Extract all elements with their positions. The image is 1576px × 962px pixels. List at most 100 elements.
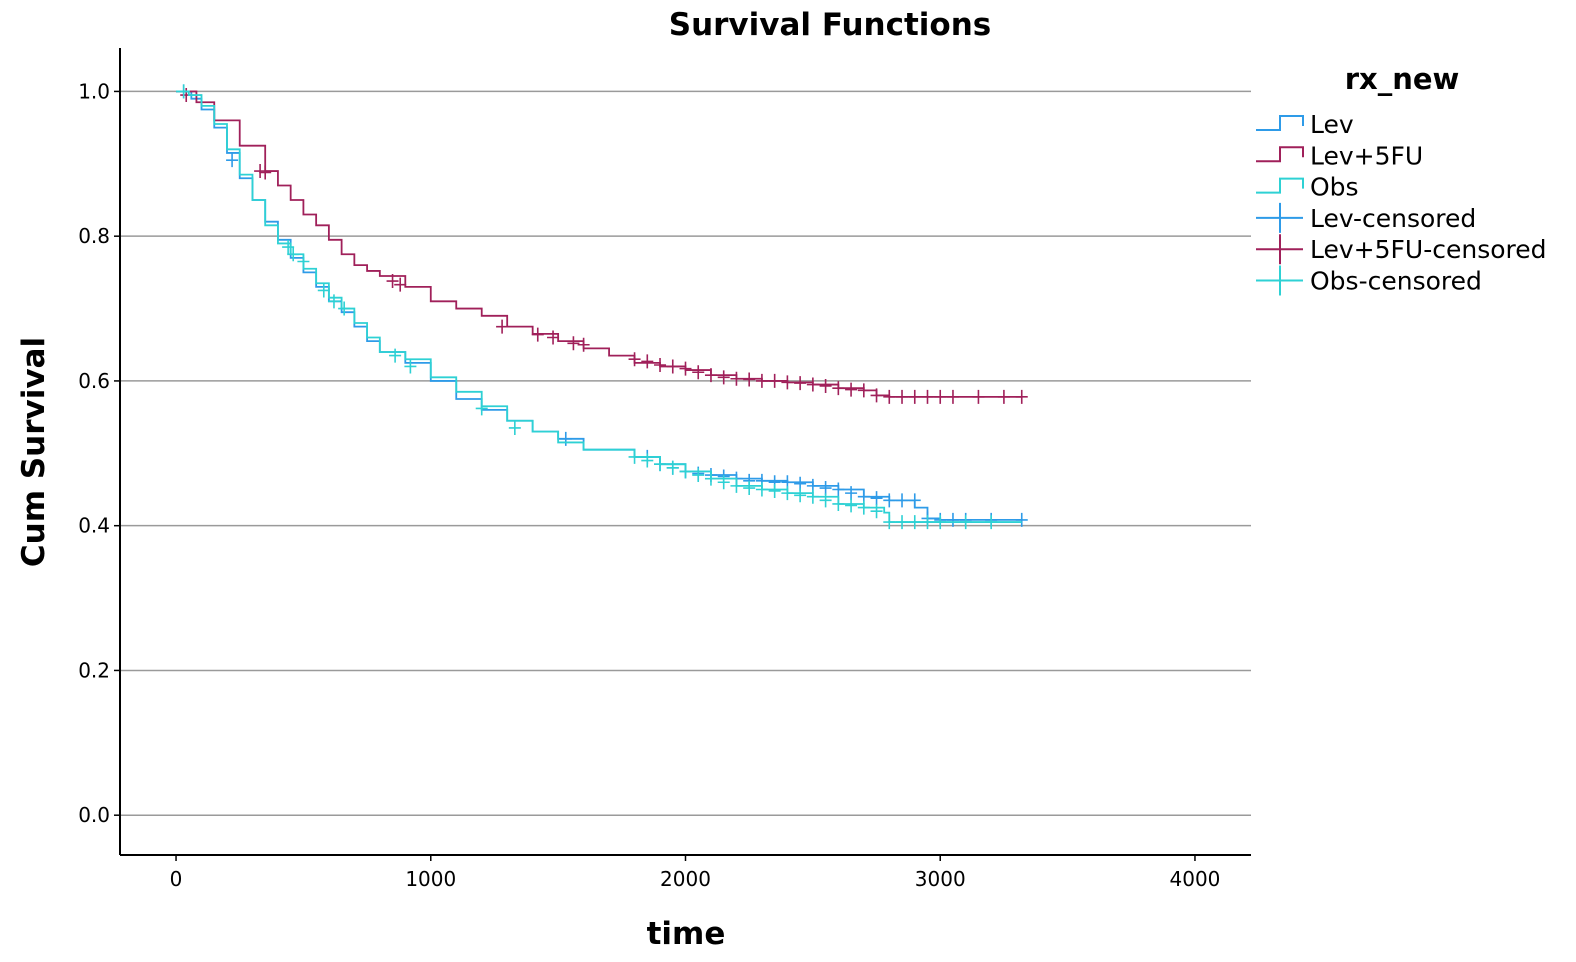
legend-label: Lev+5FU [1310,141,1423,170]
censor-mark [934,389,947,404]
censor-mark [883,389,896,404]
censor-mark [547,330,560,345]
y-ticks: 0.0 0.2 0.4 0.6 0.8 1.0 [78,79,120,827]
censor-mark [327,294,340,309]
censor-mark [781,486,794,501]
legend-cross-swatch [1256,202,1303,233]
censor-mark [641,453,654,468]
censor-mark [666,359,679,374]
censor-mark [845,382,858,397]
legend-label: Lev-censored [1310,204,1476,233]
censor-mark [654,358,667,373]
censor-mark [567,336,580,351]
censor-mark [654,457,667,472]
censor-mark [641,354,654,369]
censor-mark [794,376,807,391]
censor-mark [730,478,743,493]
censor-mark [577,337,590,352]
censor-mark [845,498,858,513]
censor-mark [819,378,832,393]
censor-mark [1015,389,1028,404]
censor-mark [896,389,909,404]
censor-mark [394,277,407,292]
censor-mark [768,483,781,498]
series-obs [176,84,1022,530]
censor-mark [717,475,730,490]
censor-mark [628,449,641,464]
series-layer [176,84,1028,530]
censor-mark [768,373,781,388]
censor-mark [475,401,488,416]
censor-mark [946,389,959,404]
x-tick-label: 0 [170,867,183,891]
censor-mark [870,491,883,506]
censor-mark [531,327,544,342]
censor-mark [997,389,1010,404]
legend-entry: Obs [1256,173,1359,202]
censor-mark [287,247,300,262]
censor-mark [1015,512,1028,527]
censor-mark [857,383,870,398]
censor-mark [692,468,705,483]
y-tick-label: 0.0 [78,803,110,827]
legend-title: rx_new [1345,62,1460,96]
censor-mark [226,153,239,168]
censor-mark [317,283,330,298]
gridlines [120,90,1251,816]
censor-mark [666,460,679,475]
censor-mark [832,482,845,497]
censor-mark [692,365,705,380]
censor-mark [404,359,417,374]
censor-mark [896,493,909,508]
legend-cross-swatch [1256,265,1303,296]
legend-entry: Lev+5FU [1256,141,1423,170]
censor-mark [883,515,896,530]
censor-mark [177,84,190,99]
legend-line-swatch [1256,115,1304,131]
censor-mark [908,389,921,404]
x-tick-label: 2000 [660,867,711,891]
censor-mark [704,368,717,383]
censor-mark [972,389,985,404]
censor-mark [297,254,310,269]
censor-mark [806,489,819,504]
censor-mark [832,381,845,396]
censor-mark [819,481,832,496]
censor-mark [934,515,947,530]
censor-mark [628,352,641,367]
legend-line-swatch [1256,177,1304,194]
legend-label: Obs [1310,173,1359,202]
censor-mark [508,420,521,435]
axes [119,48,1251,856]
censor-mark [896,515,909,530]
legend-entry: Lev-censored [1256,202,1476,233]
x-tick-label: 4000 [1170,867,1221,891]
legend-entry: Obs-censored [1256,265,1482,296]
censor-mark [832,496,845,511]
chart-title: Survival Functions [669,7,991,43]
y-tick-label: 0.4 [78,514,110,538]
censor-mark [883,493,896,508]
survival-step-line [176,90,1022,521]
censor-mark [282,240,295,255]
censor-mark [857,500,870,515]
y-tick-label: 0.2 [78,658,110,682]
y-tick-label: 0.6 [78,369,110,393]
censor-mark [704,471,717,486]
censor-mark [559,431,572,446]
legend-cross-swatch [1256,234,1303,265]
censor-mark [679,361,692,376]
legend-line-swatch [1256,146,1304,163]
censor-mark [755,482,768,497]
y-tick-label: 0.8 [78,224,110,248]
survival-step-line [176,90,1022,523]
censor-mark [921,389,934,404]
legend-entry: Lev [1256,110,1354,139]
censor-mark [259,165,272,180]
censor-mark [921,515,934,530]
x-tick-label: 3000 [915,867,966,891]
censor-mark [845,486,858,501]
legend-label: Lev [1310,110,1354,139]
y-tick-label: 1.0 [78,79,110,103]
